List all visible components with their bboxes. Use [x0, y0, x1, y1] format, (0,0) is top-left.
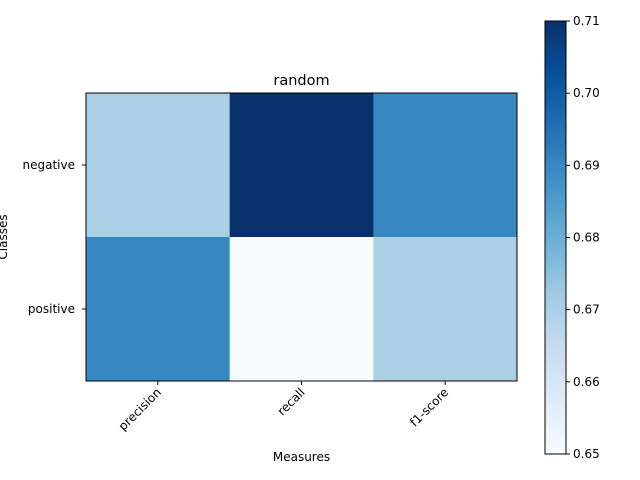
heatmap-cells: [86, 93, 518, 382]
colorbar-ticks: 0.65 0.66 0.67 0.68 0.69 0.70 0.71: [566, 14, 600, 461]
heatmap-cell-positive-recall: [229, 237, 374, 382]
colorbar: [544, 20, 567, 455]
heatmap-cell-negative-recall: [229, 93, 374, 238]
colorbar-tick-label: 0.68: [573, 231, 600, 245]
colorbar-tick-label: 0.66: [573, 375, 600, 389]
colorbar-tick-label: 0.70: [573, 86, 600, 100]
colorbar-tick-label: 0.65: [573, 447, 600, 461]
y-tick-label: positive: [28, 302, 75, 316]
colorbar-tick-label: 0.69: [573, 158, 600, 172]
x-tick-label: recall: [275, 385, 308, 418]
heatmap-cell-positive-f1-score: [373, 237, 518, 382]
chart-title: random: [273, 73, 329, 89]
colorbar-tick-label: 0.67: [573, 303, 600, 317]
x-tick-label: f1-score: [407, 385, 451, 429]
x-tick-label: precision: [116, 385, 164, 433]
heatmap-cell-negative-f1-score: [373, 93, 518, 238]
heatmap-cell-positive-precision: [86, 237, 231, 382]
y-axis-label: Classes: [0, 214, 10, 259]
colorbar-tick-label: 0.71: [573, 14, 600, 28]
y-tick-label: negative: [23, 158, 75, 172]
heatmap-cell-negative-precision: [86, 93, 231, 238]
x-axis-ticks: precision recall f1-score: [116, 381, 451, 433]
y-axis-ticks: negative positive: [23, 158, 86, 316]
x-axis-label: Measures: [273, 450, 330, 464]
